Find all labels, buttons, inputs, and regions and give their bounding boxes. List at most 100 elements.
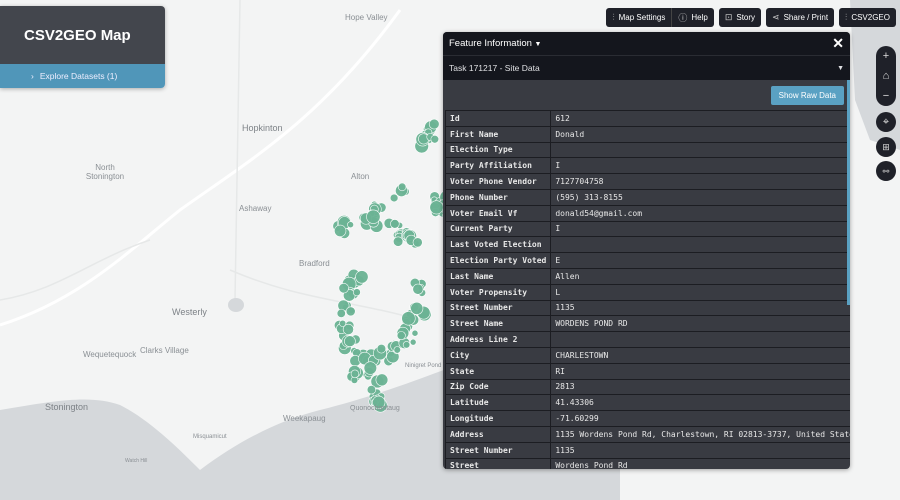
help-icon: ⓘ xyxy=(678,13,688,23)
close-icon[interactable]: ✕ xyxy=(832,35,844,51)
map-marker[interactable] xyxy=(352,288,361,297)
panel-title[interactable]: Feature Information ▼ xyxy=(449,38,541,49)
map-marker[interactable] xyxy=(402,341,411,349)
field-name: Id xyxy=(444,110,552,127)
map-marker[interactable] xyxy=(342,323,354,335)
field-value: 1135 xyxy=(550,441,850,459)
map-marker[interactable] xyxy=(336,308,346,318)
map-marker[interactable] xyxy=(366,209,381,224)
map-marker[interactable] xyxy=(393,346,401,354)
table-row: Party Affiliation I xyxy=(444,157,850,175)
field-value: 41.43306 xyxy=(550,394,850,412)
table-row: Latitude 41.43306 xyxy=(444,394,850,412)
place-label: Weekapaug xyxy=(283,414,326,423)
field-name: Party Affiliation xyxy=(444,157,552,175)
sliders-icon: ⫶ xyxy=(612,12,615,22)
map-marker[interactable] xyxy=(366,385,377,395)
map-marker[interactable] xyxy=(372,395,386,409)
field-value xyxy=(550,236,850,254)
field-value: I xyxy=(550,157,850,175)
table-row: Street Wordens Pond Rd xyxy=(444,457,850,469)
dataset-select[interactable]: Task 171217 - Site Data ▼ xyxy=(443,56,850,80)
caret-down-icon: ▼ xyxy=(534,41,542,48)
map-marker[interactable] xyxy=(338,282,349,294)
map-marker[interactable] xyxy=(412,237,423,248)
label: CSV2GEO xyxy=(851,13,890,22)
table-row: City CHARLESTOWN xyxy=(444,346,850,364)
map-marker[interactable] xyxy=(397,182,407,192)
map-marker[interactable] xyxy=(339,319,347,327)
field-name: Voter Phone Vendor xyxy=(444,173,552,190)
table-row: Voter Phone Vendor 7127704758 xyxy=(444,173,850,190)
table-row: Id 612 xyxy=(444,110,850,127)
map-marker[interactable] xyxy=(389,193,399,203)
map-marker[interactable] xyxy=(429,200,444,215)
locate-button[interactable]: ⌖ xyxy=(876,112,896,132)
place-label: Quonochontaug xyxy=(350,405,400,412)
chevron-right-icon: › xyxy=(31,71,34,81)
zoom-out-icon[interactable]: − xyxy=(882,90,890,102)
toolbar: ⫶ Map Settings ⓘ Help ⊡ Story ⋖ Share / Prin… xyxy=(606,8,896,27)
scrollbar[interactable] xyxy=(847,80,850,305)
field-name: Longitude xyxy=(444,410,552,427)
field-value: 7127704758 xyxy=(550,173,850,190)
help-button[interactable]: ⓘ Help xyxy=(672,8,714,27)
show-raw-data-button[interactable]: Show Raw Data xyxy=(770,85,844,105)
place-label: Alton xyxy=(351,172,370,181)
caret-down-icon: ▼ xyxy=(837,64,844,72)
map-marker[interactable] xyxy=(409,338,417,346)
place-label: Misquamicut xyxy=(193,434,227,440)
map-marker[interactable] xyxy=(375,373,389,387)
explore-label: Explore Datasets (1) xyxy=(39,71,118,81)
map-marker[interactable] xyxy=(390,219,400,229)
map-marker[interactable] xyxy=(334,224,347,237)
field-value: (595) 313-8155 xyxy=(550,188,850,206)
sliders-icon: ⫶ xyxy=(845,12,848,22)
story-button[interactable]: ⊡ Story xyxy=(718,8,762,27)
map-marker[interactable] xyxy=(411,329,419,337)
table-row: Election Type xyxy=(444,141,850,159)
field-name: Voter Email Vf xyxy=(444,204,552,222)
field-value: Allen xyxy=(550,267,850,285)
map-marker[interactable] xyxy=(430,135,440,144)
map-marker[interactable] xyxy=(376,344,387,354)
map-marker[interactable] xyxy=(428,118,440,130)
place-label: Hope Valley xyxy=(345,13,388,22)
place-label: Hopkinton xyxy=(242,123,283,133)
place-label: Ninigret Pond xyxy=(405,363,442,369)
field-name: Last Name xyxy=(444,267,552,285)
map-marker[interactable] xyxy=(344,335,356,348)
share-print-button[interactable]: ⋖ Share / Print xyxy=(766,8,835,27)
measure-button[interactable]: ⚯ xyxy=(876,161,896,181)
field-value: -71.60299 xyxy=(550,410,850,427)
map-marker[interactable] xyxy=(393,236,404,247)
field-name: Address Line 2 xyxy=(444,331,552,348)
split-view-button[interactable]: ⊞ xyxy=(876,137,896,157)
place-label: Stonington xyxy=(45,402,89,412)
csv2geo-button[interactable]: ⫶ CSV2GEO xyxy=(839,8,896,27)
map-marker[interactable] xyxy=(412,283,424,295)
map-marker[interactable] xyxy=(363,361,378,375)
field-name: Election Party Voted xyxy=(444,252,552,269)
label: Story xyxy=(736,13,756,22)
field-value: I xyxy=(550,220,850,238)
map-marker[interactable] xyxy=(355,270,369,284)
feature-info-panel: Feature Information ▼ ✕ Task 171217 - Sit… xyxy=(443,32,850,469)
explore-datasets-button[interactable]: › Explore Datasets (1) xyxy=(0,64,165,88)
table-row: Longitude -71.60299 xyxy=(444,410,850,427)
crosshair-icon: ⌖ xyxy=(882,115,890,128)
map-marker[interactable] xyxy=(410,301,424,315)
map-marker[interactable] xyxy=(401,311,416,326)
map-marker[interactable] xyxy=(345,306,356,317)
field-name: Current Party xyxy=(444,220,552,238)
home-icon[interactable]: ⌂ xyxy=(882,70,890,82)
map-marker[interactable] xyxy=(347,221,354,229)
field-value: 2813 xyxy=(550,378,850,396)
zoom-in-icon[interactable]: + xyxy=(882,50,890,62)
measure-icon: ⚯ xyxy=(882,166,890,176)
map-settings-button[interactable]: ⫶ Map Settings xyxy=(606,8,673,27)
place-label: North Stonington xyxy=(85,163,125,181)
field-name: First Name xyxy=(444,125,552,143)
map-marker[interactable] xyxy=(350,369,360,379)
map-marker[interactable] xyxy=(396,331,406,341)
